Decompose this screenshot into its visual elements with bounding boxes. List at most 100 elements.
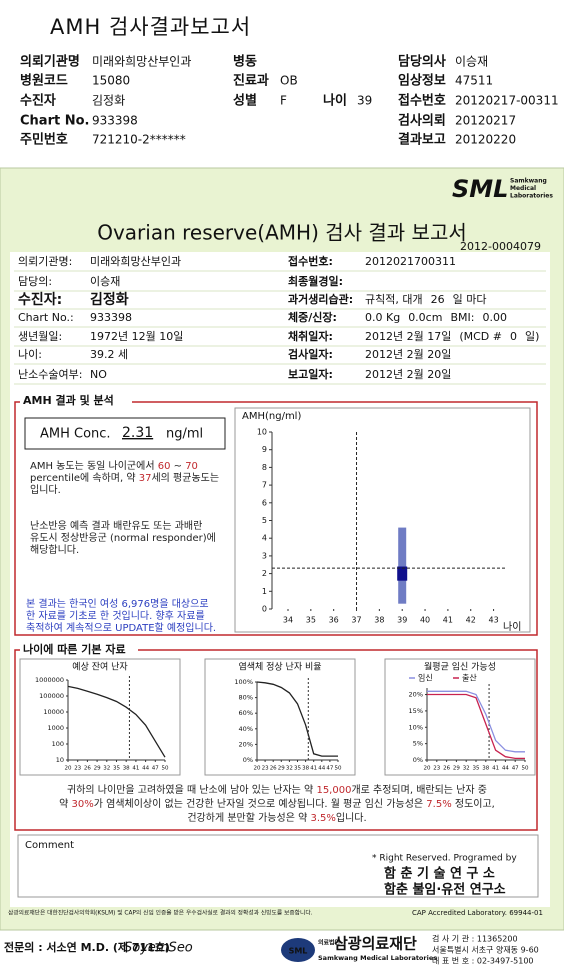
info-label: 최종월경일:	[288, 274, 343, 288]
logo-subtitle: Medical	[510, 185, 536, 192]
x-tick-label: 41	[443, 616, 453, 625]
y-tick-label: 1000000	[35, 676, 64, 684]
field-value: 미래와희망산부인과	[92, 55, 191, 69]
x-tick-label: 38	[302, 766, 309, 772]
x-tick-label: 47	[326, 766, 333, 772]
highlight: 7.5%	[426, 799, 451, 810]
text-run: 유도시 정상반응군 (normal responder)에	[30, 532, 216, 544]
paragraph-line: 귀하의 나이만을 고려하였을 때 난소에 남아 있는 난자는 약 15,000개…	[67, 783, 487, 796]
info-label: 담당의:	[18, 275, 52, 288]
text-run: ~	[170, 461, 185, 472]
y-tick-label: 1000	[47, 724, 64, 732]
logo: SML	[452, 175, 508, 203]
x-tick-label: 29	[94, 766, 101, 772]
amh-chart-panel	[234, 407, 531, 633]
y-tick-label: 60%	[239, 709, 253, 717]
y-tick-label: 2	[262, 569, 267, 578]
field-value: OB	[280, 74, 298, 88]
x-tick-label: 32	[103, 766, 110, 772]
y-tick-label: 10	[257, 428, 267, 437]
logo-subtitle: Samkwang	[510, 178, 547, 185]
info-value: 미래와희망산부인과	[90, 255, 181, 268]
section-title-bg	[20, 643, 138, 657]
x-tick-label: 38	[374, 616, 384, 625]
x-tick-label: 40	[420, 616, 430, 625]
info-value: 김정화	[90, 291, 129, 308]
x-tick-label: 35	[306, 616, 316, 625]
chart-panel	[19, 658, 181, 776]
field-label: 성별	[233, 93, 257, 109]
paragraph-line: AMH 농도는 동일 나이군에서 60 ~ 70	[30, 460, 198, 472]
info-label: 채취일자:	[288, 329, 333, 343]
y-tick-label: 1	[262, 587, 267, 596]
cap-note: CAP Accredited Laboratory. 69944-01	[412, 909, 543, 917]
highlight: 70	[185, 461, 198, 472]
text-run: 입니다.	[30, 483, 61, 496]
report-number: 2012-0004079	[460, 240, 541, 253]
section-title: 나이에 따른 기본 자료	[23, 642, 126, 656]
footer-logo: SML	[289, 947, 308, 956]
field-value: 15080	[92, 74, 130, 88]
info-value-part: 0.00	[482, 311, 507, 324]
chart-title: 월평균 임신 가능성	[424, 661, 496, 673]
field-label: 의뢰기관명	[20, 54, 80, 70]
org-english: Samkwang Medical Laboratories	[318, 954, 437, 962]
series-line	[427, 690, 525, 753]
x-tick-label: 34	[283, 616, 293, 625]
y-tick-label: 15%	[409, 707, 423, 715]
x-tick-label: 26	[84, 766, 91, 772]
conc-unit: ng/ml	[166, 427, 203, 442]
y-tick-label: 20%	[409, 691, 423, 699]
x-tick-label: 32	[286, 766, 293, 772]
info-value-part: 규칙적, 대개	[365, 293, 423, 306]
org-name: 삼광의료재단	[334, 935, 417, 953]
y-tick-label: 80%	[239, 694, 253, 702]
x-tick-label: 47	[152, 766, 159, 772]
info-value-part: 0.0cm	[408, 311, 442, 324]
info-value: 규칙적, 대개 26 일 마다	[365, 292, 486, 306]
paragraph-line: 입니다.	[30, 483, 61, 496]
document-title: AMH 검사결과보고서	[50, 15, 251, 39]
x-tick-label: 23	[74, 766, 81, 772]
x-tick-label: 42	[466, 616, 476, 625]
highlight: 3.5%	[310, 813, 335, 824]
info-value: 2012년 2월 17일 (MCD # 0 일)	[365, 329, 539, 343]
x-tick-label: 44	[318, 766, 325, 772]
y-tick-label: 0%	[243, 756, 253, 764]
text-run: 입니다.	[336, 811, 367, 824]
paragraph-line: 본 결과는 한국인 여성 6,976명을 대상으로	[26, 598, 209, 610]
info-label: 수진자:	[18, 291, 62, 308]
field-label: 병동	[233, 54, 257, 70]
info-label: 나이:	[18, 348, 42, 361]
chart-title: 염색체 정상 난자 비율	[238, 662, 321, 673]
field-value: 김정화	[92, 94, 125, 108]
credit-line: 함 춘 기 술 연 구 소	[384, 866, 495, 882]
paragraph-line: 유도시 정상반응군 (normal responder)에	[30, 532, 216, 544]
y-tick-label: 4	[262, 534, 267, 543]
field-value: 721210-2******	[92, 133, 186, 147]
field-label: 병원코드	[20, 73, 68, 89]
highlight: 60	[158, 461, 171, 472]
info-label: 의뢰기관명:	[18, 255, 72, 268]
contact-line: 서울특별시 서초구 양재동 9-60	[432, 945, 539, 955]
chart-panel	[204, 658, 356, 776]
field-value: 20120217	[455, 114, 516, 128]
legend-label: 출산	[462, 673, 477, 683]
text-run: 한 자료를 기초로 한 것입니다. 향후 자료를	[26, 609, 205, 622]
field-label: 나이	[323, 93, 347, 109]
text-run: AMH 농도는 동일 나이군에서	[30, 460, 158, 472]
field-label: 검사의뢰	[398, 113, 446, 129]
conc-label: AMH Conc.	[40, 427, 111, 442]
y-tick-label: 100000	[39, 692, 64, 700]
credit-line: * Right Reserved. Programed by	[372, 854, 517, 864]
field-label: 담당의사	[398, 54, 446, 70]
field-value: 20120220	[455, 133, 516, 147]
y-tick-label: 10	[56, 756, 64, 764]
x-tick-label: 32	[463, 766, 470, 772]
info-label: Chart No.:	[18, 311, 74, 324]
highlight: 30%	[72, 799, 94, 810]
info-value: 2012021700311	[365, 255, 456, 268]
info-label: 체중/신장:	[288, 310, 337, 324]
text-run: 해당합니다.	[30, 543, 79, 556]
